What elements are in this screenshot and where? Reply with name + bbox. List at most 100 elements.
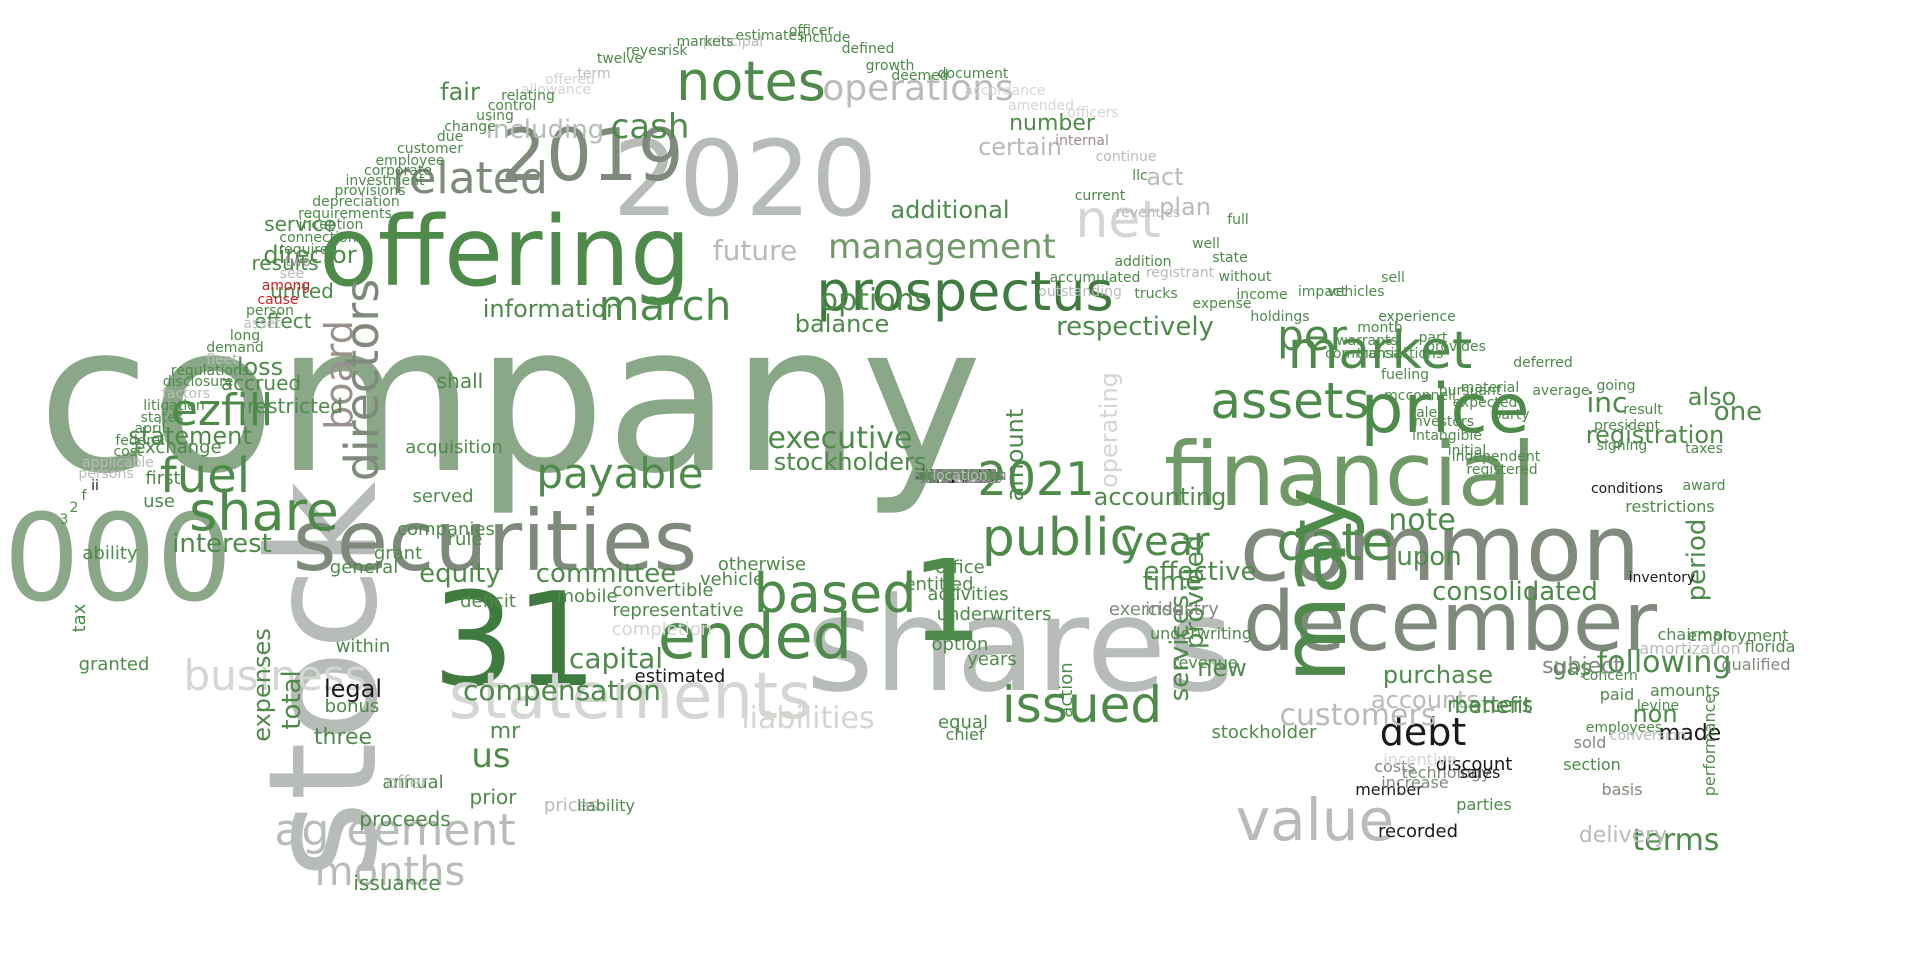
word-regulations: regulations <box>171 363 249 379</box>
word-1022: 1022 <box>942 468 978 484</box>
word-connection: connection <box>279 230 356 246</box>
word-restrictions: restrictions <box>1625 497 1714 516</box>
word-nasdaq: nasdaq <box>934 468 985 484</box>
word-interest: interest <box>172 529 272 559</box>
word-fair: fair <box>440 78 480 106</box>
word-assumptions: assumptions <box>916 468 1005 484</box>
word-remaining: remaining <box>925 468 996 484</box>
word-contained: contained <box>925 468 994 484</box>
word-prior: prior <box>470 785 518 809</box>
word-affect: affect <box>940 468 981 484</box>
word-loss: loss <box>237 353 283 381</box>
word-stockholders: stockholders <box>774 448 927 476</box>
word-date: date <box>1276 513 1393 573</box>
word-commission: commission <box>918 468 1001 484</box>
word-director: director <box>263 241 356 269</box>
word-trading: trading <box>935 468 985 484</box>
word-related: related <box>392 153 548 204</box>
word-period: period <box>1682 519 1712 602</box>
word-security: security <box>932 468 988 484</box>
word-conditions: conditions <box>1591 481 1663 497</box>
word-entered: entered <box>933 468 988 484</box>
word-systems: systems <box>931 468 989 484</box>
word-6: 6 <box>956 468 965 484</box>
word-university: university <box>925 468 994 484</box>
word-million: million <box>937 468 984 484</box>
word-300: 300 <box>947 468 974 484</box>
word-working: working <box>932 468 988 484</box>
word-included: included <box>930 468 990 484</box>
word-issues: issues <box>938 468 981 484</box>
word-voting: voting <box>938 468 982 484</box>
word-incorporation: incorporation <box>913 468 1006 484</box>
word-amount: amount <box>1001 409 1029 502</box>
word-vehicles: vehicles <box>1327 284 1384 300</box>
word-share: share <box>189 480 339 543</box>
word-levine: levine <box>1637 698 1679 714</box>
word-within: within <box>336 636 391 657</box>
word-least: least <box>943 468 977 484</box>
word-filed: filed <box>945 468 975 484</box>
word-gas: gas <box>1553 656 1592 681</box>
word-include: include <box>800 30 851 46</box>
word-business: business <box>183 651 366 700</box>
word-new: new <box>1197 654 1247 682</box>
word-fuel: fuel <box>160 448 250 504</box>
word-equipment: equipment <box>922 468 998 484</box>
word-held: held <box>945 468 975 484</box>
word-250: 250 <box>947 468 974 484</box>
word-feature: feature <box>935 468 986 484</box>
word-major: major <box>940 468 981 484</box>
word-full: full <box>1227 212 1249 228</box>
word-3: 3 <box>60 512 69 528</box>
word-beneficial: beneficial <box>926 468 994 484</box>
word-pricing: pricing <box>936 468 984 484</box>
word-ipo: ipo <box>949 468 970 484</box>
word-certificate: certificate <box>925 468 996 484</box>
word-debt: debt <box>1380 710 1467 754</box>
word-standards: standards <box>925 468 994 484</box>
word-risks: risks <box>944 468 976 484</box>
word-federal: federal <box>115 433 164 449</box>
word-liability: liability <box>577 796 635 815</box>
word-revenues: revenues <box>1116 205 1181 221</box>
word-distribution: distribution <box>920 468 1000 484</box>
word-prices: prices <box>544 795 598 816</box>
word-issuance: issuance <box>353 871 440 895</box>
word-depreciation: depreciation <box>312 194 399 210</box>
word-statement: statement <box>128 422 252 450</box>
word-potential: potential <box>929 468 991 484</box>
word-management: management <box>828 227 1056 267</box>
word-mobile: mobile <box>556 586 617 607</box>
word-general: general <box>330 557 398 578</box>
word-operating: operating <box>1095 372 1123 488</box>
word-deferred: deferred <box>1513 355 1573 371</box>
word-asc: asc <box>948 468 972 484</box>
word-f: f <box>82 488 88 504</box>
word-acquisition: acquisition <box>405 437 503 458</box>
word-companies: companies <box>397 519 495 540</box>
word-inventory: inventory <box>1629 570 1696 586</box>
word-flows: flows <box>942 468 978 484</box>
word-strategic: strategic <box>929 468 991 484</box>
word-accounts: accounts <box>1371 686 1479 714</box>
word-table: table <box>942 468 977 484</box>
word-activities: activities <box>927 584 1008 605</box>
word-served: served <box>412 486 473 507</box>
word-authority: authority <box>928 468 992 484</box>
word-employee: employee <box>375 153 444 169</box>
word-issue: issue <box>942 468 978 484</box>
word-deemed: deemed <box>891 68 948 84</box>
word-incurred: incurred <box>931 468 989 484</box>
word-trucks: trucks <box>1134 286 1177 302</box>
word-taxes: taxes <box>1685 441 1723 457</box>
word-earnings: earnings <box>930 468 991 484</box>
word-value: value <box>1236 786 1394 854</box>
word-short: short <box>942 468 978 484</box>
word-years: years <box>967 649 1017 670</box>
word-reduced: reduced <box>931 468 988 484</box>
word-pandemic: pandemic <box>925 468 994 484</box>
word-option: option <box>932 634 989 655</box>
word-follows: follows <box>936 468 985 484</box>
word-initial: initial <box>1448 443 1487 459</box>
